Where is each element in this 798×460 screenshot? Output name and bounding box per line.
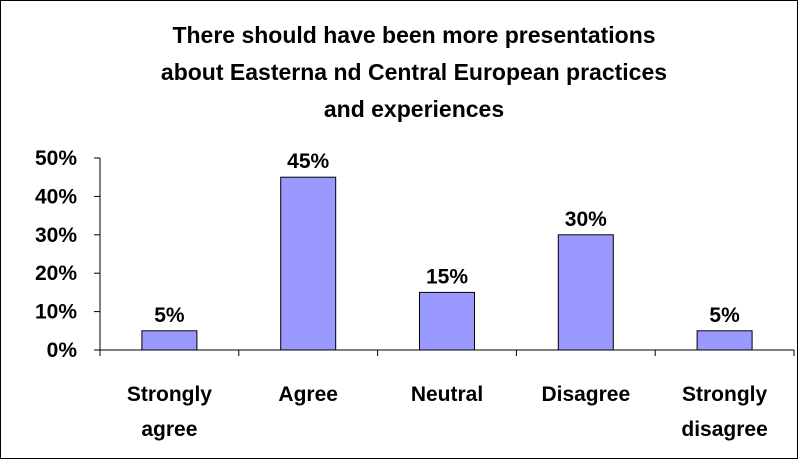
bar	[557, 234, 614, 351]
bar	[280, 176, 337, 351]
chart-title-line-1: There should have been more presentation…	[172, 22, 655, 48]
y-axis: 0% 10% 20% 30% 40% 50%	[35, 147, 101, 362]
data-label: 30%	[565, 208, 607, 231]
x-tick-label: disagree	[681, 418, 767, 441]
x-tick-label: Neutral	[411, 383, 483, 406]
x-tick-label: Disagree	[541, 383, 630, 406]
y-tick-label: 40%	[35, 185, 77, 208]
data-label: 15%	[426, 265, 468, 288]
data-label: 5%	[709, 304, 740, 327]
x-tick-label: Strongly	[127, 383, 212, 406]
bar	[419, 291, 475, 351]
chart-title: There should have been more presentation…	[161, 22, 667, 122]
chart-title-line-3: and experiences	[324, 96, 504, 122]
data-label: 5%	[154, 304, 185, 327]
bar	[696, 330, 753, 351]
x-tick-label: agree	[141, 418, 197, 441]
category-labels: Strongly agree Agree Neutral Disagree Strongl…	[127, 383, 768, 441]
x-axis	[99, 349, 795, 356]
y-tick-label: 30%	[35, 224, 77, 247]
y-tick-label: 50%	[35, 147, 77, 170]
y-tick-label: 0%	[47, 339, 78, 362]
x-tick-label: Strongly	[682, 383, 767, 406]
y-tick-label: 10%	[35, 301, 77, 324]
value-labels: 5% 45% 15% 30% 5%	[154, 150, 740, 327]
bars	[141, 176, 753, 351]
y-tick-label: 20%	[35, 262, 77, 285]
bar	[141, 330, 198, 351]
chart-title-line-2: about Easterna nd Central European pract…	[161, 59, 667, 85]
x-tick-label: Agree	[278, 383, 338, 406]
data-label: 45%	[287, 150, 329, 173]
